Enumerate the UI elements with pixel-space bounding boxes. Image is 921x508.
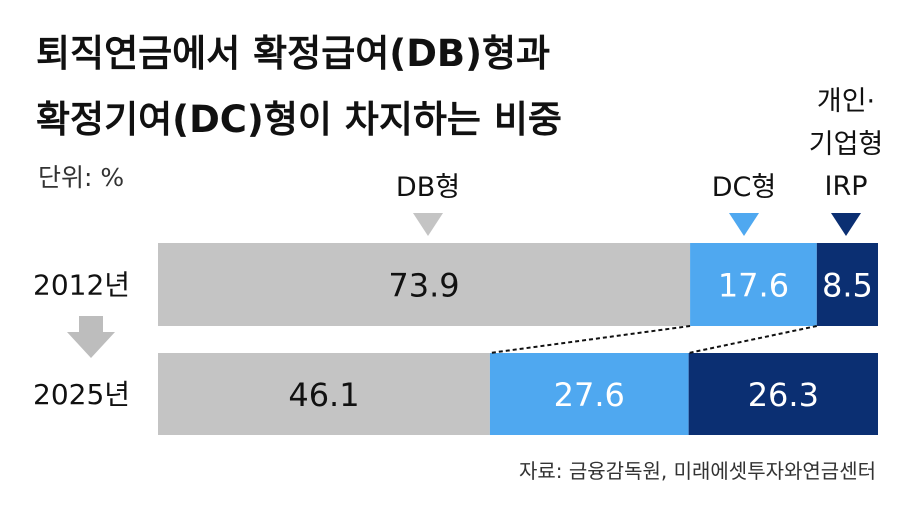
legend-dc-arrow <box>729 213 759 236</box>
bar-segment-irp <box>816 243 878 326</box>
legend-irp-line3: IRP <box>824 171 867 202</box>
bars-group: 2012년 73.9 17.6 8.5 2025년 46.1 27.6 26.3 <box>33 243 878 435</box>
chart-title-line1: 퇴직연금에서 확정급여(DB)형과 <box>36 32 550 75</box>
category-label: 2012년 <box>33 269 130 302</box>
legend-irp-line2: 기업형 <box>809 129 884 160</box>
connector-line <box>688 325 818 354</box>
legend-dc: DC형 <box>712 172 776 203</box>
connector-line <box>489 325 691 354</box>
data-label-dc: 17.6 <box>718 267 789 305</box>
legend-irp-arrow <box>831 213 861 236</box>
category-label: 2025년 <box>33 378 130 411</box>
bar-segment-dc <box>690 243 817 326</box>
chart-title-line2: 확정기여(DC)형이 차지하는 비중 <box>36 98 562 141</box>
unit-label: 단위: % <box>38 163 124 192</box>
data-label-dc: 27.6 <box>554 376 625 414</box>
legend-irp-line1: 개인· <box>817 86 875 117</box>
data-label-irp: 26.3 <box>748 376 819 414</box>
data-label-db: 46.1 <box>288 376 359 414</box>
source-note: 자료: 금융감독원, 미래에셋투자와연금센터 <box>519 459 876 483</box>
bar-segment-irp <box>688 353 878 435</box>
bar-segment-db <box>158 243 691 326</box>
legend-db: DB형 <box>396 172 460 203</box>
down-arrow-icon <box>67 316 115 358</box>
data-label-db: 73.9 <box>388 267 459 305</box>
data-label-irp: 8.5 <box>822 267 873 305</box>
bar-segment-dc <box>489 353 689 435</box>
bar-segment-db <box>158 353 490 435</box>
legend-db-arrow <box>413 213 443 236</box>
